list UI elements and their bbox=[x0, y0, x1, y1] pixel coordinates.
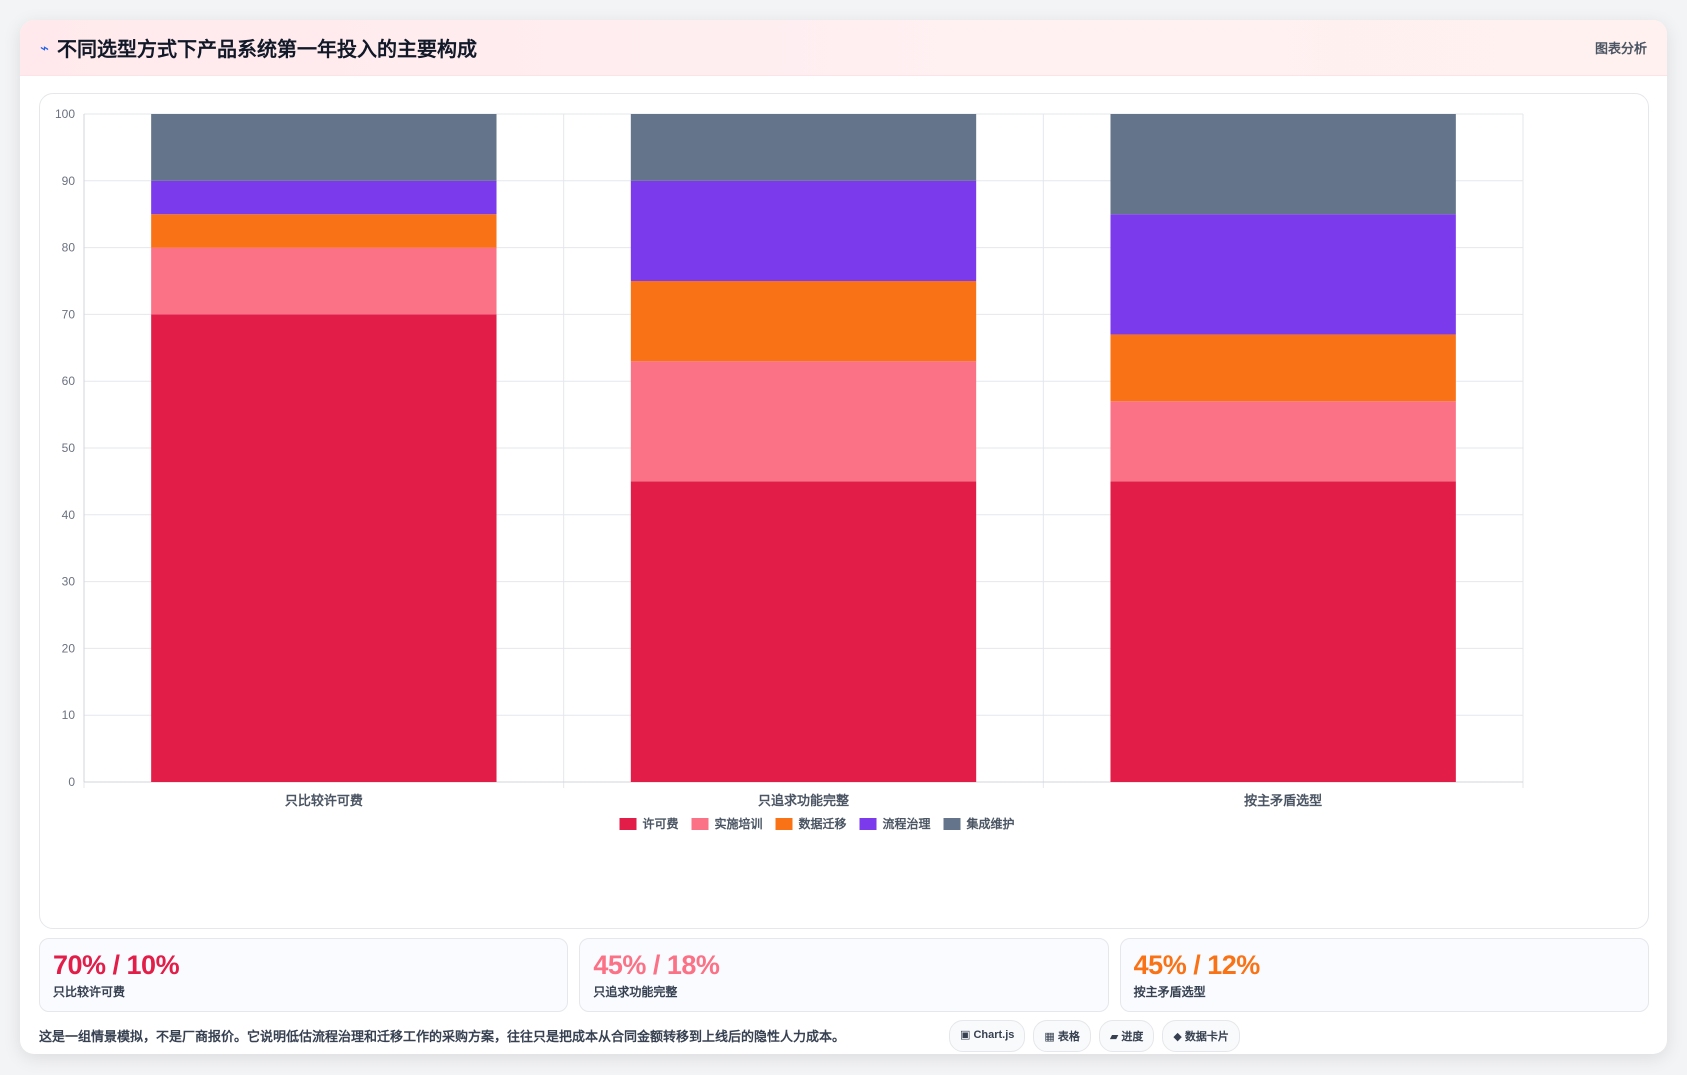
legend-swatch bbox=[691, 818, 709, 830]
bar-segment bbox=[630, 180, 977, 281]
legend-label: 数据迁移 bbox=[799, 816, 847, 831]
stat-card: 70% / 10% 只比较许可费 bbox=[39, 938, 569, 1012]
y-tick-label: 20 bbox=[62, 641, 76, 655]
bar-segment bbox=[1110, 214, 1456, 335]
legend-swatch bbox=[859, 818, 877, 830]
y-tick-label: 60 bbox=[62, 374, 76, 388]
bar-segment bbox=[151, 247, 497, 315]
y-tick-label: 80 bbox=[62, 241, 76, 255]
y-tick-label: 30 bbox=[62, 575, 76, 589]
bar-segment bbox=[151, 114, 497, 181]
stat-label: 只比较许可费 bbox=[53, 985, 126, 999]
legend-label: 实施培训 bbox=[715, 816, 763, 831]
bar-segment bbox=[151, 314, 497, 782]
stat-value: 45% / 18% bbox=[593, 950, 720, 980]
legend-swatch bbox=[775, 818, 793, 830]
chart-card: ⌁ 不同选型方式下产品系统第一年投入的主要构成 图表分析 0 10 20 30 40 50… bbox=[20, 20, 1667, 1054]
stat-value: 70% / 10% bbox=[53, 950, 180, 980]
y-tick-label: 0 bbox=[68, 775, 75, 789]
bar-segment bbox=[1110, 334, 1456, 402]
bar-segment bbox=[630, 281, 977, 362]
y-tick-label: 100 bbox=[55, 107, 75, 121]
chartjs-pill[interactable]: ▣ Chart.js bbox=[949, 1020, 1026, 1052]
zap-icon: ⌁ bbox=[40, 38, 50, 57]
table-pill[interactable]: ▦ 表格 bbox=[1033, 1020, 1091, 1052]
data-card-pill[interactable]: ◆ 数据卡片 bbox=[1162, 1020, 1240, 1052]
y-tick-label: 70 bbox=[62, 307, 76, 321]
bar-segment bbox=[151, 180, 497, 215]
chart-title: 不同选型方式下产品系统第一年投入的主要构成 bbox=[57, 39, 478, 61]
bar-segment bbox=[1110, 401, 1456, 482]
footer: 这是一组情景模拟，不是厂商报价。它说明低估流程治理和迁移工作的采购方案，往往只是… bbox=[39, 1020, 1649, 1052]
bar-segment bbox=[630, 114, 977, 181]
y-tick-label: 90 bbox=[62, 174, 76, 188]
legend-label: 集成维护 bbox=[966, 816, 1015, 831]
stat-value: 45% / 12% bbox=[1133, 950, 1261, 980]
stat-label: 只追求功能完整 bbox=[593, 985, 678, 999]
chart-analysis-link[interactable]: 图表分析 bbox=[1594, 41, 1647, 56]
stat-row: 70% / 10% 只比较许可费 45% / 18% 只追求功能完整 45% /… bbox=[39, 938, 1649, 1012]
x-tick-label: 按主矛盾选型 bbox=[1244, 793, 1322, 808]
chart-panel: 0 10 20 30 40 50 60 70 80 90 100 只比较许可费 只追求功能完整 按主矛盾选… bbox=[39, 93, 1649, 929]
bar-segment bbox=[630, 481, 977, 782]
view-pills: ▣ Chart.js ▦ 表格 ▰ 进度 ◆ 数据卡片 bbox=[949, 1020, 1240, 1052]
stat-card: 45% / 12% 按主矛盾选型 bbox=[1119, 938, 1649, 1012]
stat-card: 45% / 18% 只追求功能完整 bbox=[579, 938, 1109, 1012]
y-tick-label: 50 bbox=[62, 441, 76, 455]
x-tick-label: 只比较许可费 bbox=[285, 793, 363, 808]
legend-label: 许可费 bbox=[643, 816, 679, 831]
bar-segment bbox=[1110, 481, 1456, 782]
y-tick-label: 10 bbox=[62, 708, 76, 722]
legend-swatch bbox=[943, 818, 961, 830]
bar-segment bbox=[151, 214, 497, 248]
bar-segment bbox=[630, 361, 977, 482]
footer-note: 这是一组情景模拟，不是厂商报价。它说明低估流程治理和迁移工作的采购方案，往往只是… bbox=[39, 1028, 846, 1044]
card-header: ⌁ 不同选型方式下产品系统第一年投入的主要构成 图表分析 bbox=[20, 20, 1667, 76]
y-tick-label: 40 bbox=[62, 508, 76, 522]
progress-pill[interactable]: ▰ 进度 bbox=[1098, 1020, 1155, 1052]
legend-swatch bbox=[619, 818, 637, 830]
stacked-bar-chart: 0 10 20 30 40 50 60 70 80 90 100 只比较许可费 只追求功能完整 按主矛盾选… bbox=[55, 107, 1524, 831]
bar-segment bbox=[1110, 114, 1456, 215]
stat-label: 按主矛盾选型 bbox=[1133, 985, 1206, 999]
legend-label: 流程治理 bbox=[883, 816, 931, 831]
x-tick-label: 只追求功能完整 bbox=[758, 793, 850, 808]
